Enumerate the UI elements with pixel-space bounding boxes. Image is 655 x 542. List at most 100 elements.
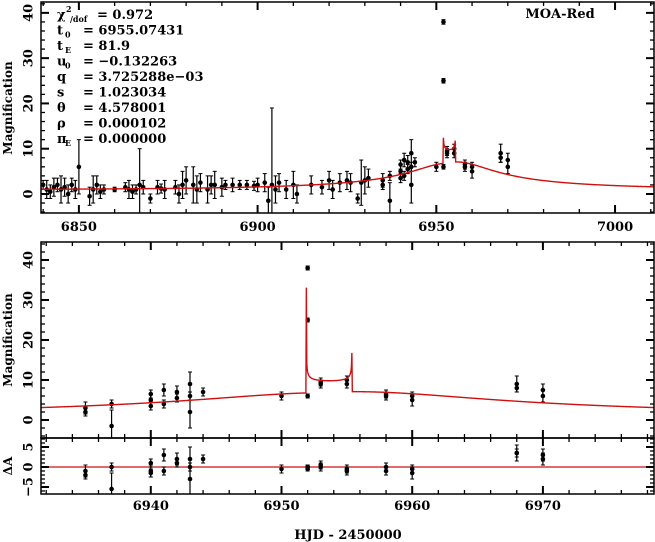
param-name: θ bbox=[57, 101, 66, 116]
data-point bbox=[498, 152, 503, 163]
data-marker bbox=[65, 191, 71, 197]
x-tick-label: 6950 bbox=[418, 220, 454, 235]
param-value: = 4.578001 bbox=[83, 101, 166, 116]
data-point bbox=[269, 107, 275, 213]
data-marker bbox=[514, 450, 520, 456]
data-point bbox=[148, 193, 153, 204]
data-marker bbox=[55, 182, 60, 188]
data-marker bbox=[276, 180, 282, 185]
data-point bbox=[318, 460, 324, 470]
param-name: π bbox=[57, 132, 67, 147]
y-tick-label: 40 bbox=[22, 251, 37, 269]
data-point bbox=[109, 399, 114, 409]
dataset-label: MOA-Red bbox=[525, 7, 594, 22]
data-marker bbox=[409, 164, 414, 170]
param-name: t bbox=[57, 24, 63, 39]
plot-frame bbox=[40, 437, 655, 495]
data-point bbox=[180, 170, 185, 200]
data-point bbox=[441, 19, 446, 25]
data-marker bbox=[305, 466, 310, 472]
data-point bbox=[65, 184, 71, 204]
y-tick-label: 30 bbox=[22, 291, 37, 309]
param-value: = −0.132263 bbox=[83, 55, 177, 70]
data-marker bbox=[180, 182, 185, 188]
param-value: = 0.000000 bbox=[83, 132, 166, 147]
data-point bbox=[412, 157, 418, 168]
param-value: = 6955.07431 bbox=[83, 24, 184, 39]
y-tick-label: 0 bbox=[22, 189, 37, 198]
data-point bbox=[83, 407, 88, 417]
data-marker bbox=[344, 468, 350, 474]
top-panel bbox=[40, 1, 655, 214]
data-marker bbox=[148, 196, 153, 201]
data-marker bbox=[94, 182, 100, 188]
data-point bbox=[273, 175, 278, 204]
data-marker bbox=[294, 191, 300, 197]
data-point bbox=[62, 177, 67, 197]
data-point bbox=[183, 166, 189, 195]
data-point bbox=[244, 179, 250, 190]
data-point bbox=[83, 470, 88, 480]
data-marker bbox=[98, 189, 103, 195]
data-point bbox=[109, 409, 114, 438]
data-point bbox=[148, 468, 154, 478]
data-marker bbox=[174, 460, 180, 466]
data-point bbox=[187, 462, 193, 472]
param-subscript: /dof bbox=[70, 14, 88, 24]
param-value: = 0.972 bbox=[97, 8, 153, 23]
data-point bbox=[294, 184, 300, 204]
x-tick-label: 7000 bbox=[597, 220, 633, 235]
data-marker bbox=[405, 159, 411, 165]
data-marker bbox=[130, 189, 135, 195]
data-marker bbox=[161, 468, 167, 474]
data-point bbox=[305, 466, 310, 472]
model-curve bbox=[41, 137, 654, 190]
param-name: s bbox=[57, 86, 64, 101]
x-axis-label: HJD - 2450000 bbox=[294, 528, 401, 542]
y-tick-label: 20 bbox=[22, 94, 37, 112]
data-marker bbox=[109, 423, 114, 429]
data-marker bbox=[412, 159, 418, 165]
data-point bbox=[540, 452, 546, 466]
data-marker bbox=[148, 397, 154, 403]
data-point bbox=[383, 466, 389, 476]
data-point bbox=[174, 458, 180, 468]
data-marker bbox=[187, 456, 193, 462]
data-point bbox=[230, 177, 235, 193]
data-marker bbox=[441, 78, 446, 84]
data-point bbox=[540, 389, 546, 403]
data-marker bbox=[498, 155, 503, 161]
y-tick-label: 20 bbox=[22, 331, 37, 349]
data-point bbox=[514, 448, 520, 458]
data-marker bbox=[344, 178, 350, 183]
y-axis-label: Magnification bbox=[1, 293, 15, 387]
data-marker bbox=[398, 169, 403, 174]
data-marker bbox=[174, 389, 180, 395]
data-marker bbox=[83, 472, 88, 478]
param-value: = 0.000102 bbox=[83, 117, 166, 132]
y-tick-label: 10 bbox=[22, 140, 37, 158]
data-point bbox=[283, 179, 289, 200]
data-point bbox=[51, 177, 57, 197]
data-marker bbox=[187, 464, 193, 470]
data-marker bbox=[148, 460, 154, 466]
data-marker bbox=[187, 393, 193, 399]
data-marker bbox=[266, 198, 271, 204]
data-marker bbox=[208, 182, 214, 188]
y-axis-label: ΔA bbox=[1, 456, 15, 475]
data-marker bbox=[279, 466, 284, 472]
data-point bbox=[305, 265, 310, 271]
data-marker bbox=[198, 180, 203, 185]
data-point bbox=[355, 193, 360, 204]
plot-frame bbox=[40, 1, 655, 214]
data-marker bbox=[230, 182, 235, 188]
data-marker bbox=[305, 265, 310, 271]
data-marker bbox=[409, 182, 414, 188]
data-marker bbox=[514, 385, 520, 391]
data-point bbox=[161, 383, 167, 397]
data-marker bbox=[355, 196, 360, 201]
data-marker bbox=[133, 187, 139, 192]
data-marker bbox=[540, 393, 546, 399]
data-point bbox=[262, 173, 268, 193]
data-marker bbox=[398, 175, 403, 181]
